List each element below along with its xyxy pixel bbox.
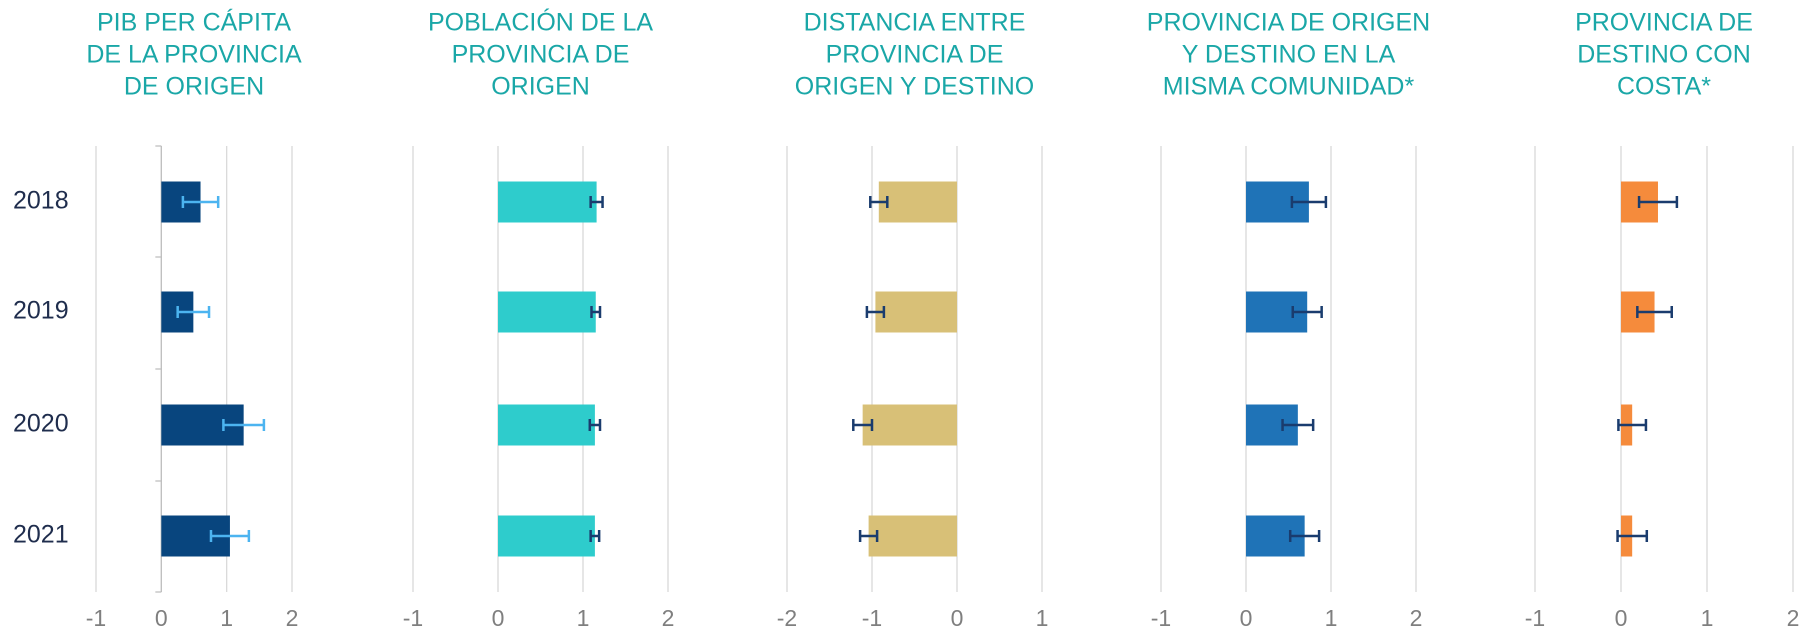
x-tick-label: 1 [577, 605, 590, 631]
panel-title: ORIGEN [491, 73, 590, 101]
category-label: 2020 [13, 410, 69, 438]
x-tick-label: -1 [86, 605, 106, 631]
x-tick-label: -1 [1151, 605, 1171, 631]
x-tick-label: 0 [1240, 605, 1253, 631]
error-bar [869, 196, 889, 208]
x-tick-label: 2 [1410, 605, 1423, 631]
bar [862, 404, 957, 446]
category-label: 2021 [13, 521, 69, 549]
error-bar [1616, 530, 1649, 542]
x-tick-label: -1 [862, 605, 882, 631]
x-tick-label: 1 [220, 605, 233, 631]
panel-title: COSTA* [1617, 73, 1711, 101]
error-bar [209, 530, 251, 542]
bar [875, 291, 957, 333]
bar [498, 515, 595, 557]
panel-title: DISTANCIA ENTRE [804, 9, 1026, 37]
x-tick-label: 1 [1325, 605, 1338, 631]
panel-title: DE LA PROVINCIA [86, 41, 302, 69]
panel-title: PROVINCIA DE [452, 41, 630, 69]
x-tick-label: -2 [777, 605, 797, 631]
error-bar [852, 419, 874, 431]
category-label: 2019 [13, 297, 69, 325]
error-bar [222, 419, 266, 431]
panel-title: POBLACIÓN DE LA [428, 8, 653, 37]
error-bar [589, 530, 601, 542]
error-bar [176, 306, 211, 318]
panel-title: DESTINO CON [1577, 41, 1751, 69]
x-tick-label: 0 [951, 605, 964, 631]
error-bar [590, 306, 602, 318]
panel-title: PROVINCIA DE [826, 41, 1004, 69]
x-tick-label: 2 [286, 605, 299, 631]
error-bar [1291, 306, 1323, 318]
panel-title: Y DESTINO EN LA [1182, 41, 1396, 69]
category-label: 2018 [13, 187, 69, 215]
error-bar [181, 196, 220, 208]
error-bar [1637, 196, 1679, 208]
x-tick-label: 1 [1701, 605, 1714, 631]
error-bar [865, 306, 886, 318]
error-bar [1636, 306, 1673, 318]
bar [498, 291, 596, 333]
x-tick-label: 0 [492, 605, 505, 631]
panel-title: MISMA COMUNIDAD* [1163, 73, 1415, 101]
x-tick-label: -1 [403, 605, 423, 631]
x-tick-label: 0 [1615, 605, 1628, 631]
panel-title: PROVINCIA DE ORIGEN [1147, 9, 1430, 37]
error-bar [1281, 419, 1315, 431]
panel-title: PIB PER CÁPITA [97, 8, 291, 37]
panel-title: PROVINCIA DE [1575, 9, 1753, 37]
bar [498, 404, 595, 446]
x-tick-label: -1 [1525, 605, 1545, 631]
x-tick-label: 1 [1036, 605, 1049, 631]
panel-title: ORIGEN Y DESTINO [795, 73, 1034, 101]
error-bar [1617, 419, 1648, 431]
error-bar [589, 196, 604, 208]
error-bar [1290, 196, 1328, 208]
error-bar [858, 530, 879, 542]
bar [498, 181, 597, 223]
x-tick-label: 2 [1787, 605, 1799, 631]
error-bar [588, 419, 602, 431]
bar [878, 181, 957, 223]
x-tick-label: 0 [155, 605, 168, 631]
bar [868, 515, 957, 557]
x-tick-label: 2 [662, 605, 675, 631]
error-bar [1288, 530, 1321, 542]
panel-title: DE ORIGEN [124, 73, 264, 101]
